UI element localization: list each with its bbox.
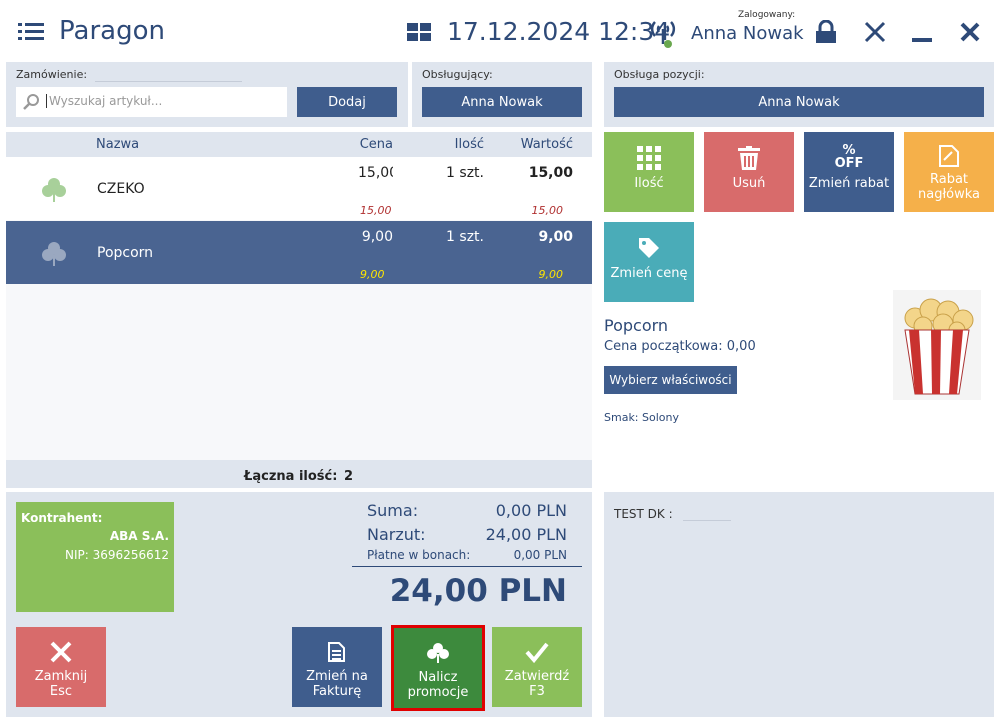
total: 24,00 PLN	[389, 573, 567, 609]
search-icon	[23, 94, 39, 110]
item-price: 15,00	[358, 165, 393, 181]
item-row[interactable]	[6, 157, 592, 220]
confirm-button[interactable]: Zatwierdź F3	[492, 627, 582, 707]
icon-text: OFF	[834, 156, 864, 171]
button-label: promocje	[407, 685, 469, 700]
button-label: Fakturę	[312, 684, 362, 699]
quantity-tile[interactable]: Ilość	[604, 132, 694, 212]
document-panel	[604, 492, 994, 717]
underline	[95, 81, 242, 82]
promotions-button[interactable]: Nalicz promocje	[391, 625, 485, 711]
tile-label: Ilość	[634, 176, 664, 191]
user-name: Anna Nowak	[691, 23, 804, 44]
order-label: Zamówienie:	[16, 68, 88, 81]
minimize[interactable]	[912, 38, 932, 42]
promo-icon	[42, 242, 66, 266]
tile-label: Zmień cenę	[610, 266, 688, 281]
item-base-value: 15,00	[531, 204, 564, 217]
sum: 0,00 PLN	[495, 501, 567, 520]
vouchers-label: Płatne w bonach:	[367, 548, 471, 562]
initial-price: Cena początkowa: 0,00	[604, 339, 756, 354]
item-price: 9,00	[361, 229, 393, 245]
surcharge: 24,00 PLN	[485, 525, 567, 544]
item-name: Popcorn	[97, 245, 154, 261]
total-quantity-label: Łączna ilość:	[244, 469, 338, 484]
total-row	[6, 460, 592, 488]
header-discount-tile[interactable]: Rabat nagłówka	[904, 132, 994, 212]
icon-text: %	[842, 143, 856, 158]
connection-icon	[650, 21, 676, 48]
item-value: 15,00	[528, 165, 573, 181]
position-value[interactable]: Anna Nowak	[614, 87, 984, 117]
flavor: Smak: Solony	[604, 411, 679, 424]
column-header: Cena	[359, 137, 393, 152]
title: Paragon	[59, 16, 165, 46]
column-header: Nazwa	[96, 137, 140, 152]
tile-label: Usuń	[732, 176, 766, 191]
item-base-price: 15,00	[360, 204, 392, 217]
button-label: Nalicz	[418, 670, 458, 685]
item-row[interactable]	[6, 221, 592, 284]
tile-label: Rabat nagłówka	[917, 172, 980, 202]
search-box[interactable]	[16, 87, 287, 117]
datetime: 17.12.2024 12:34	[447, 17, 671, 46]
total-quantity: 2	[344, 469, 354, 484]
delete-tile[interactable]: Usuń	[704, 132, 794, 212]
serving-value[interactable]: Anna Nowak	[422, 87, 582, 117]
item-base-price: 9,00	[360, 268, 385, 281]
properties-button[interactable]: Wybierz właściwości	[604, 366, 737, 394]
close-button[interactable]: Zamknij Esc	[16, 627, 106, 707]
button-label: Zatwierdź	[504, 669, 570, 684]
menu-icon[interactable]	[18, 22, 44, 42]
item-quantity: 1 szt.	[446, 165, 484, 181]
item-value: 9,00	[538, 229, 573, 245]
product-image	[893, 290, 981, 400]
surcharge-label: Narzut:	[367, 525, 426, 544]
table-header	[6, 132, 592, 157]
item-base-value: 9,00	[538, 268, 564, 281]
button-label: Zmień na	[306, 669, 368, 684]
contractor-label: Kontrahent:	[21, 511, 103, 525]
vouchers: 0,00 PLN	[513, 548, 567, 562]
button-label: Esc	[49, 684, 73, 699]
product-name: Popcorn	[604, 316, 669, 335]
grid-icon[interactable]	[407, 23, 431, 41]
document-label: TEST DK :	[614, 507, 673, 521]
close-window[interactable]	[960, 22, 980, 42]
contractor-tile[interactable]	[16, 502, 174, 612]
column-header: Ilość	[454, 137, 484, 152]
sum-label: Suma:	[367, 501, 419, 520]
price-tile[interactable]: Zmień cenę	[604, 222, 694, 302]
tile-label: Zmień rabat	[808, 176, 890, 191]
logged-label: Zalogowany:	[738, 10, 796, 20]
lock-icon[interactable]	[815, 20, 837, 44]
column-header: Wartość	[520, 137, 573, 152]
underline	[683, 520, 731, 521]
serving-label: Obsługujący:	[422, 68, 493, 81]
promo-icon	[42, 178, 66, 202]
button-label: F3	[529, 684, 545, 699]
position-label: Obsługa pozycji:	[614, 68, 705, 81]
search-placeholder: Wyszukaj artykuł...	[46, 94, 162, 108]
invoice-button[interactable]: Zmień na Fakturę	[292, 627, 382, 707]
divider	[352, 566, 582, 567]
button-label: Zamknij	[34, 669, 88, 684]
contractor-name: ABA S.A.	[109, 529, 169, 543]
item-quantity: 1 szt.	[446, 229, 484, 245]
tools-icon[interactable]	[863, 20, 887, 44]
item-name: CZEKO	[97, 181, 145, 197]
add-button[interactable]: Dodaj	[297, 87, 397, 117]
contractor-nip: NIP: 3696256612	[65, 548, 169, 562]
discount-tile[interactable]: % OFF Zmień rabat	[804, 132, 894, 212]
